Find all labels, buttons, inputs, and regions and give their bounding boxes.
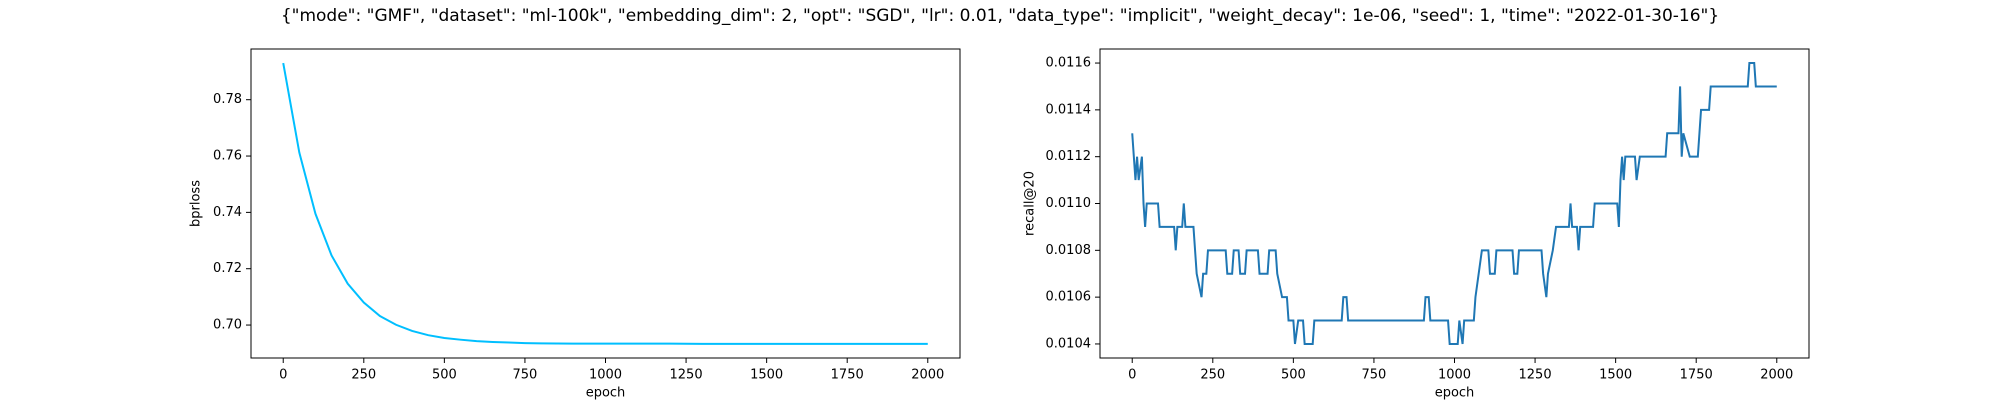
data-line <box>282 62 928 345</box>
y-tick-label: 0.0108 <box>1046 243 1092 258</box>
x-axis-label: epoch <box>1435 386 1475 400</box>
x-tick-label: 1750 <box>831 368 864 383</box>
axes-frame <box>250 48 961 359</box>
x-tick-label: 0 <box>279 368 287 383</box>
y-tick-label: 0.0110 <box>1046 196 1092 211</box>
axes-frame <box>1099 48 1810 359</box>
data-line <box>1131 62 1777 345</box>
y-tick-label: 0.0112 <box>1046 149 1092 164</box>
x-tick-label: 1000 <box>1438 368 1471 383</box>
x-tick-label: 2000 <box>1760 368 1793 383</box>
y-tick-label: 0.70 <box>213 318 242 333</box>
y-tick-label: 0.0114 <box>1046 102 1092 117</box>
y-tick-label: 0.0106 <box>1046 290 1092 305</box>
y-axis-label: bprloss <box>189 180 204 227</box>
x-tick-label: 750 <box>513 368 538 383</box>
x-tick-label: 500 <box>432 368 457 383</box>
figure-title: {"mode": "GMF", "dataset": "ml-100k", "e… <box>281 6 1719 26</box>
y-tick-label: 0.78 <box>213 92 242 107</box>
x-tick-label: 500 <box>1281 368 1306 383</box>
y-tick-label: 0.74 <box>213 205 242 220</box>
x-tick-label: 1250 <box>670 368 703 383</box>
x-tick-label: 1750 <box>1680 368 1713 383</box>
x-tick-label: 750 <box>1362 368 1387 383</box>
y-tick-label: 0.0104 <box>1046 336 1092 351</box>
x-tick-label: 2000 <box>911 368 944 383</box>
y-tick-label: 0.0116 <box>1046 56 1092 71</box>
x-tick-label: 1250 <box>1519 368 1552 383</box>
x-axis-label: epoch <box>586 386 626 400</box>
y-tick-label: 0.76 <box>213 149 242 164</box>
y-tick-label: 0.72 <box>213 261 242 276</box>
x-tick-label: 1000 <box>589 368 622 383</box>
x-tick-label: 250 <box>1200 368 1225 383</box>
x-tick-label: 0 <box>1128 368 1136 383</box>
y-axis-label: recall@20 <box>1023 171 1038 236</box>
x-tick-label: 1500 <box>750 368 783 383</box>
x-tick-label: 1500 <box>1599 368 1632 383</box>
x-tick-label: 250 <box>351 368 376 383</box>
